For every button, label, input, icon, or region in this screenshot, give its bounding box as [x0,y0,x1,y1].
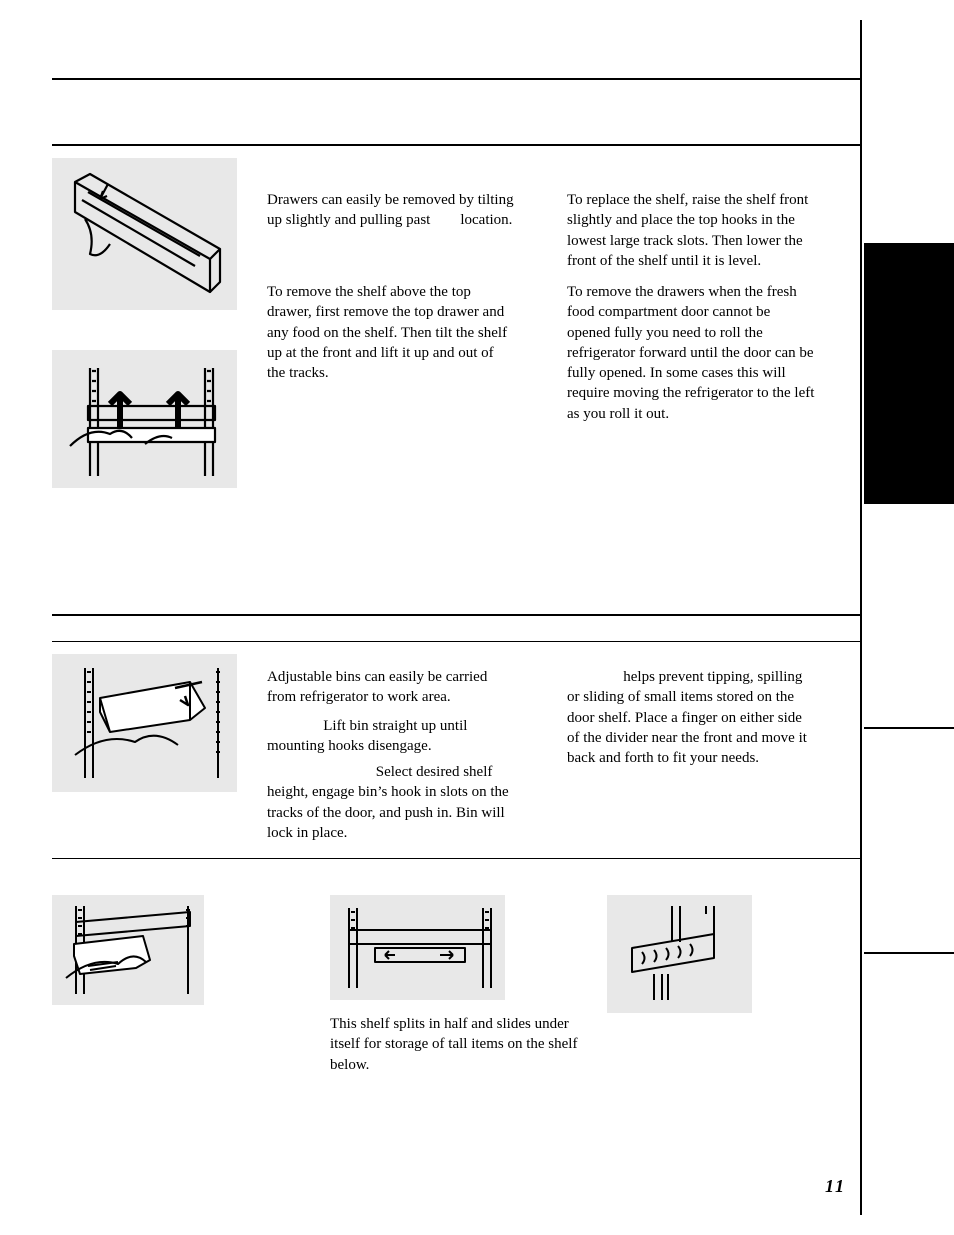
s1-p2: To remove the shelf above the top drawer… [267,282,515,383]
s1-p4: To remove the drawers when the fresh foo… [567,282,815,424]
section2-rule-b [52,641,860,642]
s2-p4: helps prevent tipping, spilling or slidi… [567,667,815,768]
s2-p1: Adjustable bins can easily be carried fr… [267,667,515,708]
illustration-wine-rack [607,895,752,1013]
s2-p3: Select desired shelf height, engage bin’… [267,762,515,843]
tab-rule-2 [864,952,954,954]
illustration-bin-remove [52,654,237,792]
s1-p1: Drawers can easily be removed by tilting… [267,190,515,231]
tab-black [864,243,954,504]
tab-rule-1 [864,727,954,729]
section2-rule-a [52,614,860,616]
illustration-drawer-remove [52,158,237,310]
illustration-shelf-lift [52,350,237,488]
illustration-split-shelf [330,895,505,1000]
section3-rule [52,858,860,859]
s2-p2: Lift bin straight up until mounting hook… [267,716,515,757]
section1-rule [52,144,860,146]
s1-p3: To replace the shelf, raise the shelf fr… [567,190,815,271]
page-number: 11 [825,1176,846,1197]
page-content: Drawers can easily be removed by tilting… [52,20,862,1215]
illustration-freezer-shelf [52,895,204,1005]
right-tabs [864,0,954,1235]
top-rule [52,78,860,80]
s3-p1: This shelf splits in half and slides und… [330,1014,582,1075]
